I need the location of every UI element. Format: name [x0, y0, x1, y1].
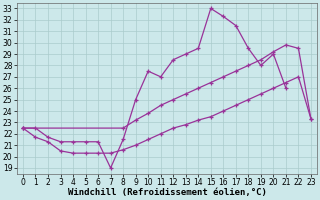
X-axis label: Windchill (Refroidissement éolien,°C): Windchill (Refroidissement éolien,°C) — [68, 188, 266, 197]
